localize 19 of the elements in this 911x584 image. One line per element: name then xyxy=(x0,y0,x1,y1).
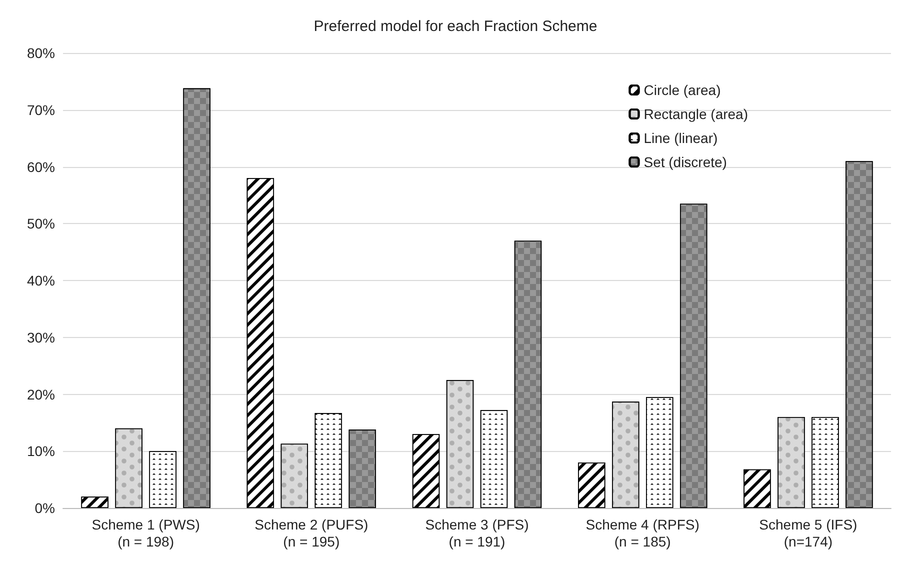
y-tick-label: 20% xyxy=(26,386,55,402)
x-tick-label: Scheme 2 (PUFS) (n = 195) xyxy=(254,516,368,550)
legend-label: Rectangle (area) xyxy=(644,106,748,122)
x-tick-label: Scheme 4 (RPFS) (n = 185) xyxy=(586,516,700,550)
legend-label: Set (discrete) xyxy=(644,154,727,170)
chart-title: Preferred model for each Fraction Scheme xyxy=(314,18,598,35)
legend-label: Circle (area) xyxy=(644,82,721,98)
y-tick-label: 50% xyxy=(26,216,55,232)
y-tick-label: 80% xyxy=(26,45,55,61)
x-tick-label: Scheme 1 (PWS) (n = 198) xyxy=(92,516,200,550)
y-tick-label: 0% xyxy=(34,500,55,516)
y-tick-label: 30% xyxy=(26,329,55,346)
y-tick-label: 70% xyxy=(26,102,55,118)
y-tick-label: 60% xyxy=(26,158,55,175)
y-tick-label: 10% xyxy=(26,443,55,460)
legend-label: Line (linear) xyxy=(644,130,718,146)
y-tick-label: 40% xyxy=(26,272,55,288)
x-tick-label: Scheme 3 (PFS) (n = 191) xyxy=(425,516,529,550)
x-tick-label: Scheme 5 (IFS) (n=174) xyxy=(759,516,858,550)
